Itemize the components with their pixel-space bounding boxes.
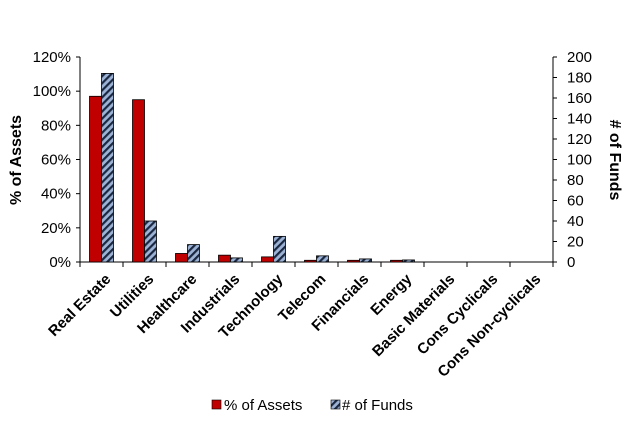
bar-pct-assets [89, 95, 102, 263]
legend: % of Assets # of Funds [211, 397, 413, 414]
y2-tick-label: 80 [567, 172, 584, 189]
y2-tick-label: 120 [567, 131, 592, 148]
bar-pct-assets [218, 254, 231, 263]
y2-tick-label: 100 [567, 152, 592, 169]
bar-num-funds [187, 244, 200, 263]
y2-tick-label: 160 [567, 90, 592, 107]
legend-swatch-pct-assets [211, 399, 222, 410]
y-tick-label: 120% [33, 49, 71, 66]
y2-axis-title: # of Funds [606, 120, 623, 201]
bar-num-funds [316, 255, 329, 263]
legend-label-pct-assets: % of Assets [224, 397, 302, 414]
bar-num-funds [101, 73, 114, 263]
plot-area: 0% 20% 40% 60% 80% 100% 120% 0 20 40 60 80 100 120 140… [33, 49, 592, 381]
bar-num-funds [359, 258, 372, 263]
y-tick-label: 40% [41, 186, 71, 203]
y2-tick-label: 20 [567, 234, 584, 251]
y2-tick-label: 0 [567, 254, 575, 271]
y2-tick-label: 140 [567, 111, 592, 128]
bar-num-funds [273, 235, 286, 263]
bar-pct-assets [261, 256, 274, 263]
bar-pct-assets [390, 259, 403, 263]
y-axis-title: % of Assets [8, 115, 25, 205]
legend-label-num-funds: # of Funds [342, 397, 413, 414]
y2-tick-label: 180 [567, 70, 592, 87]
y-tick-label: 60% [41, 152, 71, 169]
bar-pct-assets [347, 259, 360, 263]
y2-tick-label: 40 [567, 213, 584, 230]
x-tick-label: Real Estate [45, 271, 114, 340]
y2-tick-label: 200 [567, 49, 592, 66]
bar-pct-assets [304, 259, 317, 263]
y-tick-label: 80% [41, 117, 71, 134]
legend-swatch-num-funds [330, 399, 341, 410]
bar-num-funds [230, 257, 243, 263]
y-tick-label: 0% [49, 254, 71, 271]
bar-num-funds [402, 259, 415, 263]
bar-num-funds [144, 220, 157, 263]
bar-pct-assets [175, 253, 188, 263]
bar-pct-assets [132, 99, 145, 263]
y-tick-label: 100% [33, 83, 71, 100]
y2-tick-label: 60 [567, 193, 584, 210]
y-tick-label: 20% [41, 220, 71, 237]
